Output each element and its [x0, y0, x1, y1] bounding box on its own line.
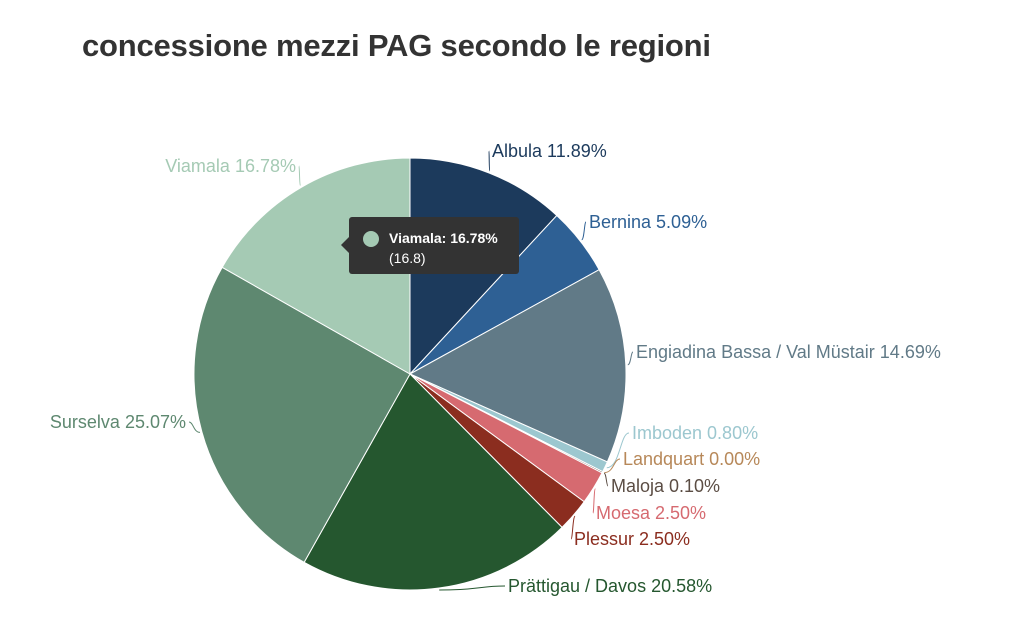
tooltip-title: Viamala: 16.78%: [389, 230, 498, 246]
tooltip-arrow: [341, 237, 349, 253]
slice-label: Prättigau / Davos 20.58%: [508, 576, 712, 596]
chart-title: concessione mezzi PAG secondo le regioni: [82, 28, 711, 63]
pie-slice-viamala[interactable]: [221, 157, 411, 375]
leader-line: [488, 150, 491, 172]
slice-label: Viamala 16.78%: [165, 156, 296, 176]
pie-slice-pr-ttigau-davos[interactable]: [303, 373, 563, 591]
leader-line: [627, 351, 634, 366]
leader-line: [592, 488, 596, 514]
slice-label: Moesa 2.50%: [596, 503, 706, 523]
leader-line: [188, 421, 201, 433]
slice-label: Engiadina Bassa / Val Müstair 14.69%: [636, 342, 941, 362]
tooltip-value: (16.8): [389, 250, 426, 266]
leader-line: [570, 515, 576, 540]
leader-line: [581, 221, 587, 241]
leader-line: [298, 165, 301, 187]
slice-label: Albula 11.89%: [492, 141, 607, 161]
pie-slice-engiadina-bassa-val-m-stair[interactable]: [408, 269, 627, 463]
leader-line: [439, 585, 506, 591]
tooltip: Viamala: 16.78% (16.8): [341, 217, 519, 274]
slice-label: Plessur 2.50%: [574, 529, 690, 549]
slice-label: Surselva 25.07%: [50, 412, 186, 432]
leader-line: [603, 472, 609, 487]
slice-label: Landquart 0.00%: [623, 449, 760, 469]
tooltip-color-dot: [363, 231, 379, 247]
leader-line: [606, 432, 630, 469]
slice-label: Maloja 0.10%: [611, 476, 720, 496]
leader-line: [604, 458, 621, 474]
slice-label: Imboden 0.80%: [632, 423, 758, 443]
slice-label: Bernina 5.09%: [589, 212, 707, 232]
pie-slice-surselva[interactable]: [193, 266, 411, 563]
